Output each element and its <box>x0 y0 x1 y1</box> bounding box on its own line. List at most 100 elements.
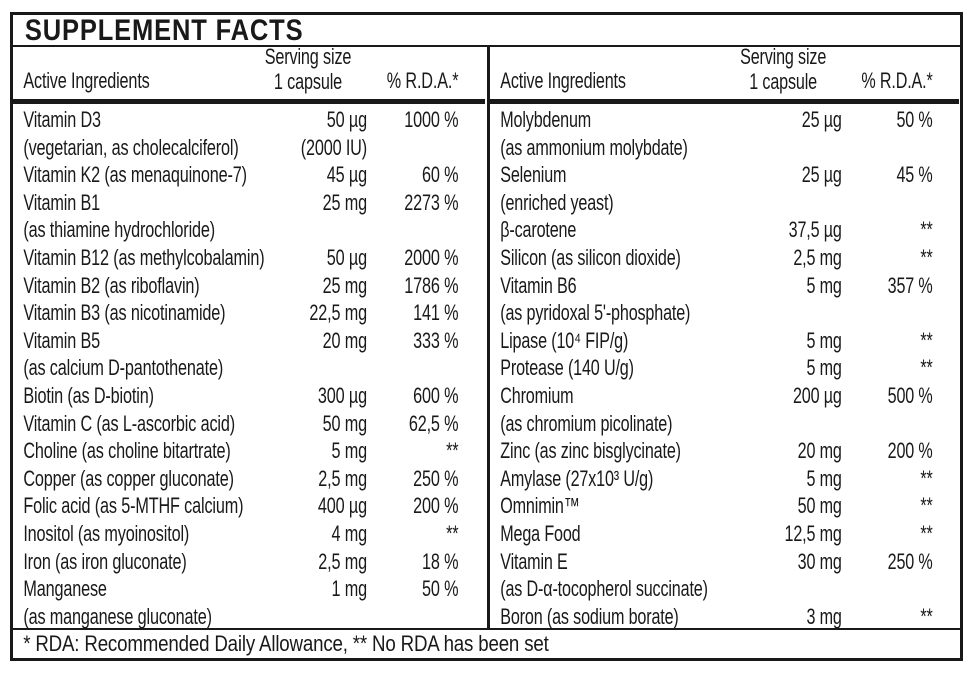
right-ingredient-rows: Molybdenum 25 µg 50 % (as ammonium molyb… <box>490 104 959 628</box>
ingredient-row: Iron (as iron gluconate) 2,5 mg 18 % <box>13 548 485 576</box>
ingredient-row: (as manganese gluconate) <box>13 603 485 628</box>
ingredient-rda: ** <box>919 493 933 519</box>
ingredient-row: (enriched yeast) <box>490 189 959 217</box>
ingredient-name: Omnimin™ <box>499 493 580 519</box>
ingredient-name: (as pyridoxal 5'-phosphate) <box>499 300 690 326</box>
ingredient-amount: 2,5 mg <box>318 465 367 491</box>
ingredient-amount: 22,5 mg <box>309 300 367 326</box>
ingredient-rda: 200 % <box>887 438 933 464</box>
ingredient-row: Vitamin D3 50 µg 1000 % <box>13 106 485 134</box>
ingredient-row: (as chromium picolinate) <box>490 410 959 438</box>
ingredient-amount: 2,5 mg <box>792 244 842 270</box>
ingredient-amount: 30 mg <box>797 548 842 574</box>
ingredient-row: Vitamin K2 (as menaquinone-7) 45 µg 60 % <box>13 161 485 189</box>
ingredient-amount: 25 µg <box>801 162 842 188</box>
ingredient-amount: 2,5 mg <box>318 548 367 574</box>
ingredient-name: Amylase (27x10³ U/g) <box>499 465 653 491</box>
ingredient-row: Biotin (as D-biotin) 300 µg 600 % <box>13 382 485 410</box>
header-serving-line2: 1 capsule <box>748 69 817 94</box>
ingredient-amount: 4 mg <box>331 520 368 546</box>
ingredient-row: Copper (as copper gluconate) 2,5 mg 250 … <box>13 465 485 493</box>
ingredient-name: Vitamin K2 (as menaquinone-7) <box>23 162 247 188</box>
ingredient-row: Boron (as sodium borate) 3 mg ** <box>490 603 959 628</box>
ingredient-row: Molybdenum 25 µg 50 % <box>490 106 959 134</box>
ingredient-amount <box>271 603 367 628</box>
left-ingredient-rows: Vitamin D3 50 µg 1000 % (vegetarian, as … <box>13 104 485 628</box>
ingredient-rda: 50 % <box>422 576 459 602</box>
supplement-facts-label: SUPPLEMENT FACTS Active Ingredients Serv… <box>10 12 963 661</box>
ingredient-amount: 3 mg <box>805 603 842 628</box>
ingredient-amount: 5 mg <box>805 327 842 353</box>
label-title: SUPPLEMENT FACTS <box>24 15 304 47</box>
ingredient-name: Biotin (as D-biotin) <box>23 382 154 408</box>
ingredient-rda: ** <box>919 217 933 243</box>
ingredient-row: Protease (140 U/g) 5 mg ** <box>490 354 959 382</box>
ingredient-name: Manganese <box>23 576 107 602</box>
ingredient-row: Vitamin B6 5 mg 357 % <box>490 272 959 300</box>
header-serving-line1: Serving size <box>264 47 352 69</box>
ingredient-name: (as calcium D-pantothenate) <box>23 355 224 381</box>
ingredient-amount: 50 mg <box>797 493 842 519</box>
ingredient-row: Manganese 1 mg 50 % <box>13 575 485 603</box>
ingredient-amount <box>746 134 841 162</box>
ingredient-amount <box>746 299 841 327</box>
ingredient-name: (as ammonium molybdate) <box>499 134 688 160</box>
ingredient-amount: 5 mg <box>805 355 842 381</box>
ingredient-name: (vegetarian, as cholecalciferol) <box>23 134 239 160</box>
ingredient-rda: 18 % <box>422 548 459 574</box>
ingredient-rda: ** <box>919 603 933 628</box>
ingredient-rda: 333 % <box>413 327 459 353</box>
ingredient-name: Vitamin B6 <box>499 272 576 298</box>
ingredient-name: Silicon (as silicon dioxide) <box>499 244 681 270</box>
ingredient-rda: 141 % <box>413 300 459 326</box>
ingredient-amount: 12,5 mg <box>784 520 842 546</box>
ingredient-rda: ** <box>919 520 933 546</box>
ingredient-name: Inositol (as myoinositol) <box>23 520 190 546</box>
ingredient-name: Chromium <box>499 382 573 408</box>
left-column: Active Ingredients Serving size 1 capsul… <box>13 47 487 628</box>
ingredient-name: (enriched yeast) <box>499 189 614 215</box>
footnote-text: * RDA: Recommended Daily Allowance, ** N… <box>23 631 549 656</box>
ingredient-rda: 50 % <box>895 107 933 132</box>
ingredient-amount: 5 mg <box>805 272 842 298</box>
ingredient-rda <box>367 134 485 162</box>
ingredient-rda: 500 % <box>887 382 933 408</box>
ingredient-row: Amylase (27x10³ U/g) 5 mg ** <box>490 465 959 493</box>
ingredient-row: Vitamin B12 (as methylcobalamin) 50 µg 2… <box>13 244 485 272</box>
ingredient-rda: 60 % <box>422 162 459 188</box>
ingredient-rda <box>367 603 485 628</box>
header-active-ingredients: Active Ingredients <box>23 68 150 93</box>
header-serving-line2: 1 capsule <box>273 69 343 94</box>
ingredient-amount: 1 mg <box>331 576 368 602</box>
ingredient-row: Selenium 25 µg 45 % <box>490 161 959 189</box>
ingredient-amount: 400 µg <box>317 493 367 519</box>
ingredient-rda: 600 % <box>413 382 459 408</box>
ingredient-amount <box>271 216 367 244</box>
ingredient-amount: 300 µg <box>317 382 367 408</box>
ingredient-rda: 1000 % <box>404 107 459 132</box>
ingredient-row: (as ammonium molybdate) <box>490 134 959 162</box>
ingredient-name: Vitamin B5 <box>23 327 101 353</box>
ingredient-name: Vitamin D3 <box>23 107 101 132</box>
ingredient-name: Vitamin B12 (as methylcobalamin) <box>23 244 265 270</box>
ingredient-row: Folic acid (as 5-MTHF calcium) 400 µg 20… <box>13 492 485 520</box>
ingredient-rda: ** <box>919 355 933 381</box>
ingredient-row: Vitamin B5 20 mg 333 % <box>13 327 485 355</box>
ingredient-name: Vitamin B2 (as riboflavin) <box>23 272 200 298</box>
ingredient-name: Protease (140 U/g) <box>499 355 634 381</box>
ingredient-amount: 50 mg <box>322 410 368 436</box>
ingredient-name: Folic acid (as 5-MTHF calcium) <box>23 493 244 519</box>
ingredient-row: (as pyridoxal 5'-phosphate) <box>490 299 959 327</box>
ingredient-amount <box>746 575 841 603</box>
ingredient-row: Lipase (10⁴ FIP/g) 5 mg ** <box>490 327 959 355</box>
ingredient-name: Selenium <box>499 162 566 188</box>
ingredient-amount: 20 mg <box>797 438 842 464</box>
ingredient-rda: ** <box>446 438 459 464</box>
header-active-ingredients: Active Ingredients <box>499 68 626 93</box>
right-column-header: Active Ingredients Serving size 1 capsul… <box>489 47 959 104</box>
ingredient-name: Lipase (10⁴ FIP/g) <box>499 327 628 353</box>
ingredient-row: Zinc (as zinc bisglycinate) 20 mg 200 % <box>490 437 959 465</box>
ingredient-rda: 200 % <box>413 493 459 519</box>
ingredient-name: (as chromium picolinate) <box>499 410 672 436</box>
ingredient-row: Vitamin B2 (as riboflavin) 25 mg 1786 % <box>13 272 485 300</box>
